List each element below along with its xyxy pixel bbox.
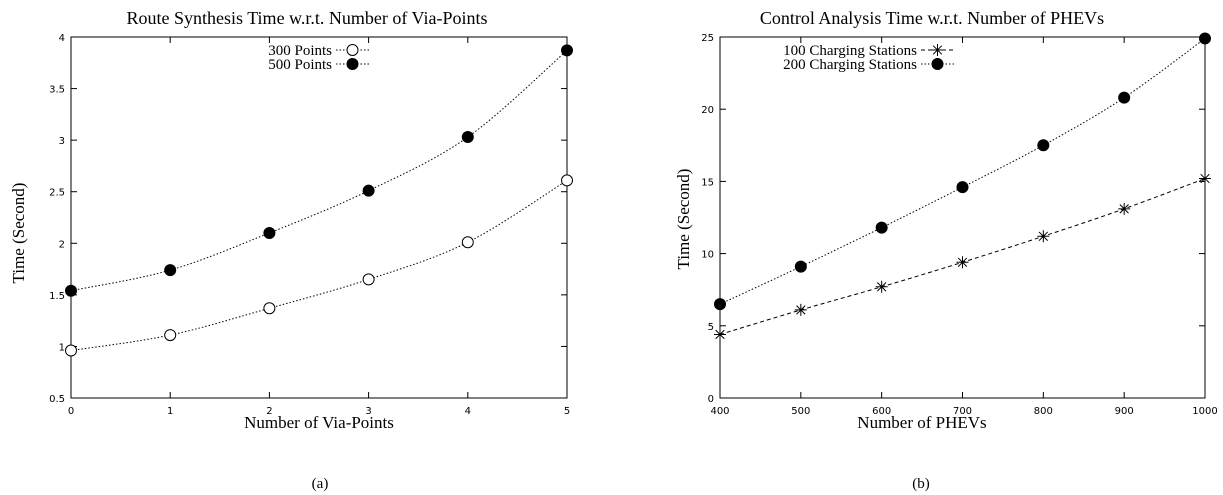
y-tick-label: 0.5 [49, 394, 65, 405]
x-tick-label: 700 [953, 406, 972, 417]
legend-entry: 200 Charging Stations [783, 57, 954, 73]
legend-marker [346, 44, 359, 56]
data-point [794, 303, 807, 316]
legend-marker [346, 58, 359, 70]
y-tick-label: 5 [708, 322, 714, 333]
legend-label: 200 Charging Stations [783, 57, 917, 73]
legend-label: 300 Points [268, 43, 332, 59]
data-point [65, 344, 77, 357]
y-tick-label: 15 [701, 177, 714, 188]
data-point [1037, 139, 1050, 152]
x-tick-label: 1 [167, 406, 173, 417]
legend-entry: 300 Points [268, 43, 369, 59]
y-tick-label: 10 [701, 250, 714, 261]
data-point [164, 329, 177, 342]
chart-title: Control Analysis Time w.r.t. Number of P… [760, 8, 1104, 28]
x-tick-label: 800 [1034, 406, 1053, 417]
series-2 [65, 44, 573, 297]
data-point [263, 226, 276, 239]
series-2 [714, 32, 1211, 311]
x-tick-label: 900 [1115, 406, 1134, 417]
x-axis-label: Number of Via-Points [244, 413, 394, 432]
legend-marker [931, 58, 944, 70]
series-1 [65, 174, 573, 357]
y-tick-label: 0 [708, 394, 714, 405]
data-point [875, 221, 888, 234]
series-line [70, 50, 568, 292]
y-tick-label: 3 [59, 136, 65, 147]
data-point [164, 264, 177, 277]
data-point [1118, 91, 1131, 104]
data-point [875, 280, 888, 293]
x-axis-label: Number of PHEVs [857, 413, 986, 432]
y-tick-label: 2 [59, 239, 65, 250]
x-tick-label: 400 [710, 406, 729, 417]
data-point [794, 260, 807, 273]
data-point [461, 131, 474, 144]
data-point [1199, 172, 1211, 185]
data-point [1037, 230, 1050, 243]
x-tick-label: 0 [68, 406, 74, 417]
x-tick-label: 3 [365, 406, 371, 417]
data-point [65, 284, 77, 297]
chart-a: Route Synthesis Time w.r.t. Number of Vi… [9, 8, 573, 492]
data-point [461, 236, 474, 249]
chart-title: Route Synthesis Time w.r.t. Number of Vi… [127, 8, 488, 28]
y-tick-label: 20 [701, 105, 714, 116]
data-point [1199, 32, 1211, 45]
y-tick-label: 2.5 [49, 188, 65, 199]
data-point [714, 298, 726, 311]
plot-frame [70, 36, 568, 399]
x-tick-label: 4 [465, 406, 471, 417]
x-tick-label: 2 [266, 406, 272, 417]
plot-frame [719, 36, 1206, 399]
x-tick-label: 500 [791, 406, 810, 417]
series-line [70, 179, 568, 352]
data-point [714, 328, 726, 341]
chart-caption: (b) [912, 476, 930, 492]
x-tick-label: 1000 [1192, 406, 1217, 417]
series-group [714, 32, 1211, 341]
y-tick-label: 25 [701, 33, 714, 44]
x-tick-label: 5 [564, 406, 570, 417]
x-tick-label: 600 [872, 406, 891, 417]
legend-entry: 100 Charging Stations [783, 43, 954, 59]
data-point [362, 273, 375, 286]
legend-label: 100 Charging Stations [783, 43, 917, 59]
data-point [1118, 202, 1131, 215]
legend-label: 500 Points [268, 57, 332, 73]
y-tick-label: 1.5 [49, 291, 65, 302]
chart-caption: (a) [312, 476, 329, 492]
data-point [362, 184, 375, 197]
data-point [956, 181, 969, 194]
y-tick-label: 1 [59, 342, 65, 353]
data-point [561, 44, 573, 57]
series-group [65, 44, 573, 357]
data-point [561, 174, 573, 187]
legend-marker [931, 44, 944, 56]
data-point [956, 256, 969, 269]
data-point [263, 302, 276, 315]
y-tick-label: 4 [59, 33, 65, 44]
y-tick-label: 3.5 [49, 85, 65, 96]
tick-group: 400 500 600 700 800 900 1000 0 5 10 15 20 25 [701, 33, 1217, 417]
y-axis-label: Time (Second) [674, 169, 693, 270]
legend-entry: 500 Points [268, 57, 369, 73]
tick-group: 0 1 2 3 4 5 0.5 1 1.5 2 2.5 3 3.5 4 [49, 33, 570, 417]
y-axis-label: Time (Second) [9, 183, 28, 284]
series-1 [714, 172, 1211, 341]
chart-b: Control Analysis Time w.r.t. Number of P… [674, 8, 1218, 492]
